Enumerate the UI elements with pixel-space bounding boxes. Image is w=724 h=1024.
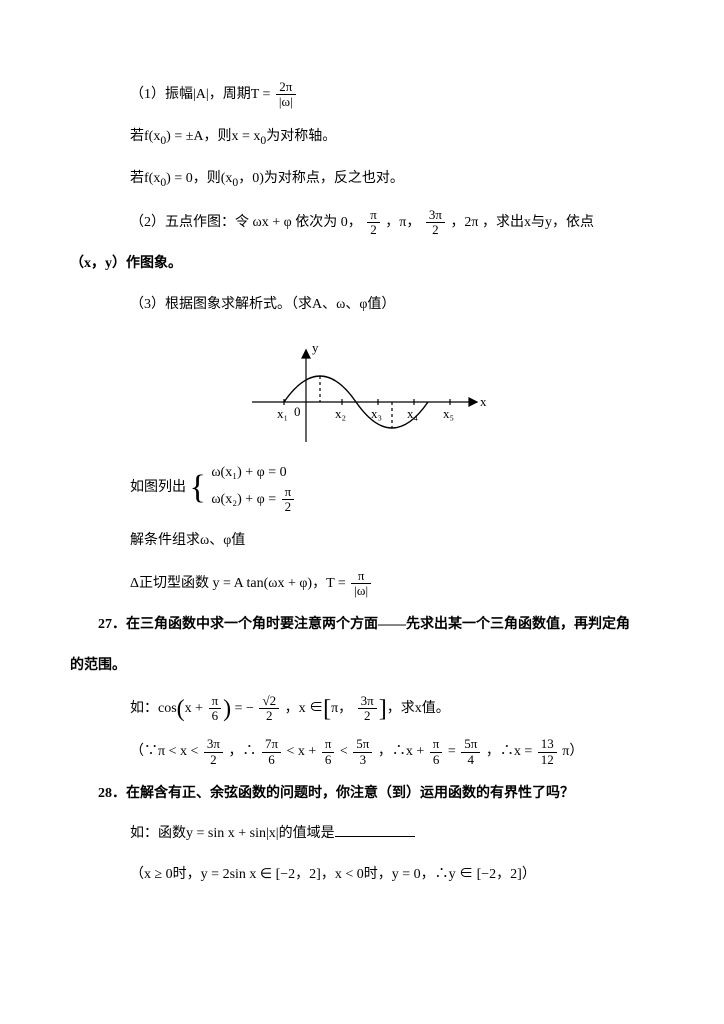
line-example-cos: 如：cos(x + π6) = − √22 ，x ∈[π， 3π2]，求x值。 — [130, 694, 654, 724]
line-plot-points: （x，y）作图象。 — [70, 251, 654, 278]
line-amplitude-period: （1）振幅|A|，周期T = 2π |ω| — [130, 80, 654, 110]
heading-28: 28．在解含有正、余弦函数的问题时，你注意（到）运用函数的有界性了吗？ — [98, 781, 654, 808]
line-solve-system: 解条件组求ω、φ值 — [130, 528, 654, 555]
line-range-question: 如：函数y = sin x + sin|x|的值域是 — [130, 821, 654, 848]
heading-27: 27．在三角函数中求一个角时要注意两个方面——先求出某一个三角函数值，再判定角 — [98, 612, 654, 639]
line-system-equations: 如图列出 { ω(x₁) + φ = 0 ω(x₂) + φ = π2 — [130, 462, 654, 514]
eq2: ω(x₂) + φ = π2 — [211, 485, 296, 515]
y-axis-label: y — [312, 340, 319, 355]
tick-x5: x₅ — [443, 406, 454, 421]
line-solve-from-graph: （3）根据图象求解析式。（求A、ω、φ值） — [130, 292, 654, 319]
tick-x1: x₁ — [277, 406, 288, 421]
line-range-answer: （x ≥ 0时，y = 2sin x ∈ [−2，2]，x < 0时，y = 0… — [130, 862, 654, 889]
line-five-point: （2）五点作图：令 ωx + φ 依次为 0， π2 ，π， 3π2 ，2π ，… — [130, 208, 654, 238]
answer-blank — [335, 836, 415, 837]
tick-x2: x₂ — [335, 406, 346, 421]
line-tan-function: Δ正切型函数 y = A tan(ωx + φ)，T = π|ω| — [130, 569, 654, 599]
eq1: ω(x₁) + φ = 0 — [211, 462, 296, 484]
fraction: 2π |ω| — [276, 80, 296, 110]
line-solution-range: （∵π < x < 3π2 ，∴ 7π6 < x + π6 < 5π3 ，∴x … — [130, 737, 654, 767]
x-axis-label: x — [480, 394, 487, 409]
tick-x4: x₄ — [407, 406, 419, 421]
tick-0: 0 — [294, 404, 301, 419]
text: （1）振幅|A|，周期T = — [130, 87, 270, 102]
sine-graph: y x x₁ 0 x₂ x₃ x₄ x₅ — [232, 332, 492, 452]
line-symmetry-point: 若f(x0) = 0，则(x0，0)为对称点，反之也对。 — [130, 166, 654, 194]
line-symmetry-axis: 若f(x0) = ±A，则x = x0为对称轴。 — [130, 124, 654, 152]
heading-27b: 的范围。 — [70, 653, 654, 680]
tick-x3: x₃ — [371, 406, 382, 421]
